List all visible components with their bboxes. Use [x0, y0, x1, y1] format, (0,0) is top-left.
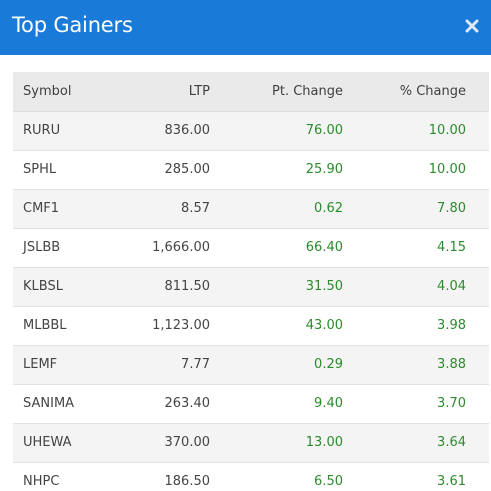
- table-row[interactable]: RURU 836.00 76.00 10.00: [13, 111, 489, 150]
- table-row[interactable]: LEMF 7.77 0.29 3.88: [13, 345, 489, 384]
- pct-change-cell: 10.00: [428, 123, 466, 138]
- table-row[interactable]: NHPC 186.50 6.50 3.61: [13, 462, 489, 491]
- ltp-cell: 1,123.00: [152, 318, 210, 333]
- table-row[interactable]: CMF1 8.57 0.62 7.80: [13, 189, 489, 228]
- ltp-cell: 7.77: [181, 357, 210, 372]
- pct-change-cell: 3.70: [437, 396, 466, 411]
- table-header-row: Symbol LTP Pt. Change % Change: [13, 72, 489, 112]
- table-row[interactable]: SANIMA 263.40 9.40 3.70: [13, 384, 489, 423]
- modal-header: Top Gainers: [0, 0, 491, 55]
- pt-change-cell: 6.50: [314, 474, 343, 489]
- pct-change-cell: 3.98: [437, 318, 466, 333]
- table-row[interactable]: KLBSL 811.50 31.50 4.04: [13, 267, 489, 306]
- ltp-cell: 263.40: [164, 396, 211, 411]
- symbol-cell: JSLBB: [23, 240, 61, 255]
- pt-change-cell: 76.00: [305, 123, 343, 138]
- ltp-cell: 1,666.00: [152, 240, 210, 255]
- pt-change-cell: 9.40: [314, 396, 343, 411]
- pt-change-cell: 31.50: [305, 279, 343, 294]
- pct-change-cell: 3.88: [437, 357, 466, 372]
- pt-change-cell: 25.90: [305, 162, 343, 177]
- pt-change-cell: 13.00: [305, 435, 343, 450]
- ltp-cell: 285.00: [164, 162, 211, 177]
- symbol-cell: LEMF: [23, 357, 58, 372]
- column-header-ltp[interactable]: LTP: [103, 72, 210, 112]
- ltp-cell: 186.50: [164, 474, 211, 489]
- pct-change-cell: 7.80: [437, 201, 466, 216]
- symbol-cell: NHPC: [23, 474, 60, 489]
- symbol-cell: MLBBL: [23, 318, 67, 333]
- pct-change-cell: 3.61: [437, 474, 466, 489]
- table-row[interactable]: UHEWA 370.00 13.00 3.64: [13, 423, 489, 462]
- table-row[interactable]: JSLBB 1,666.00 66.40 4.15: [13, 228, 489, 267]
- ltp-cell: 370.00: [164, 435, 211, 450]
- symbol-cell: KLBSL: [23, 279, 63, 294]
- symbol-cell: CMF1: [23, 201, 60, 216]
- column-header-symbol[interactable]: Symbol: [13, 72, 103, 112]
- close-button[interactable]: [464, 16, 480, 36]
- column-header-pt-change[interactable]: Pt. Change: [210, 72, 343, 112]
- symbol-cell: SPHL: [23, 162, 57, 177]
- pct-change-cell: 4.15: [437, 240, 466, 255]
- pct-change-cell: 3.64: [437, 435, 466, 450]
- symbol-cell: UHEWA: [23, 435, 72, 450]
- pt-change-cell: 0.29: [314, 357, 343, 372]
- pt-change-cell: 43.00: [305, 318, 343, 333]
- table-row[interactable]: SPHL 285.00 25.90 10.00: [13, 150, 489, 189]
- close-icon: [465, 19, 479, 33]
- pct-change-cell: 10.00: [428, 162, 466, 177]
- symbol-cell: RURU: [23, 123, 61, 138]
- symbol-cell: SANIMA: [23, 396, 75, 411]
- ltp-cell: 811.50: [164, 279, 211, 294]
- table-row[interactable]: MLBBL 1,123.00 43.00 3.98: [13, 306, 489, 345]
- ltp-cell: 8.57: [181, 201, 210, 216]
- modal-title: Top Gainers: [12, 13, 133, 37]
- column-header-pct-change[interactable]: % Change: [343, 72, 489, 112]
- gainers-table: Symbol LTP Pt. Change % Change RURU 836.0…: [13, 72, 489, 491]
- pt-change-cell: 66.40: [305, 240, 343, 255]
- ltp-cell: 836.00: [164, 123, 211, 138]
- table-body: RURU 836.00 76.00 10.00 SPHL 285.00 25.90 10.00…: [13, 111, 489, 491]
- pt-change-cell: 0.62: [314, 201, 343, 216]
- pct-change-cell: 4.04: [437, 279, 466, 294]
